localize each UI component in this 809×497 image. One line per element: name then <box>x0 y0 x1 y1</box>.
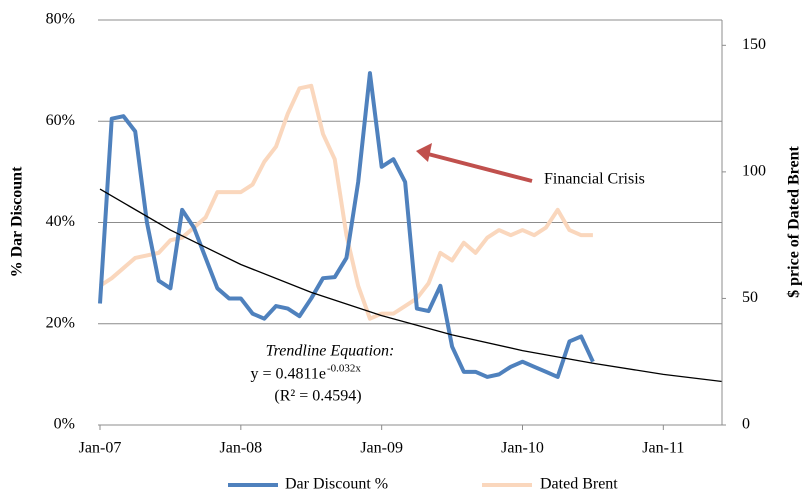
y-tick-label: 0% <box>54 416 75 433</box>
y-tick-label: 60% <box>46 112 75 129</box>
trend-equation: y = 0.4811e <box>250 366 326 383</box>
x-tick-label: Jan-08 <box>220 440 263 457</box>
legend-label: Dated Brent <box>540 476 618 493</box>
trend-exponent: -0.032x <box>327 363 361 375</box>
x-tick-label: Jan-07 <box>79 440 122 457</box>
series-line <box>98 71 595 379</box>
y2-tick-label: 100 <box>742 163 766 180</box>
x-tick-label: Jan-09 <box>360 440 403 457</box>
trend-title: Trendline Equation: <box>266 343 395 360</box>
trendline <box>99 188 723 383</box>
y-tick-label: 40% <box>46 213 75 230</box>
y-tick-label: 20% <box>46 314 75 331</box>
x-tick-label: Jan-10 <box>501 440 544 457</box>
y2-tick-label: 0 <box>742 416 750 433</box>
legend-label: Dar Discount % <box>285 476 388 493</box>
y2-tick-label: 150 <box>742 36 766 53</box>
series-line <box>98 83 593 321</box>
annotation-label: Financial Crisis <box>544 171 645 188</box>
annotation-arrow <box>427 152 533 183</box>
y-axis-title: % Dar Discount <box>9 166 26 277</box>
y-tick-label: 80% <box>46 11 75 28</box>
trend-r2: (R² = 0.4594) <box>274 388 361 405</box>
y2-axis-title: $ price of Dated Brent <box>786 145 803 297</box>
arrow-head <box>416 143 432 162</box>
y2-tick-label: 50 <box>742 289 758 306</box>
x-tick-label: Jan-11 <box>642 440 684 457</box>
